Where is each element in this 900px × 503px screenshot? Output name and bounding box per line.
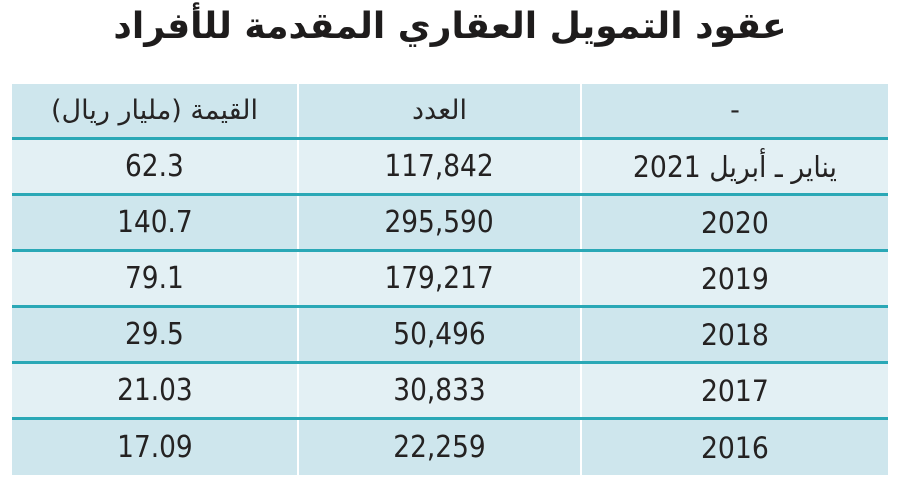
value-value: 17.09 xyxy=(116,430,193,465)
header-label-value: القيمة (مليار ريال) xyxy=(50,95,259,126)
cell-value: 140.7 xyxy=(12,196,297,249)
value-value: 79.1 xyxy=(125,261,184,296)
header-cell-value: القيمة (مليار ريال) xyxy=(12,84,297,137)
header-cell-period: - xyxy=(582,84,888,137)
cell-count: 117,842 xyxy=(297,140,582,193)
count-value: 30,833 xyxy=(393,373,486,408)
count-value: 117,842 xyxy=(384,149,495,184)
period-value: يناير ـ أبريل 2021 xyxy=(632,149,838,184)
cell-count: 22,259 xyxy=(297,420,582,475)
value-value: 140.7 xyxy=(116,205,193,240)
cell-value: 62.3 xyxy=(12,140,297,193)
cell-count: 30,833 xyxy=(297,364,582,417)
cell-period: 2019 xyxy=(582,252,888,305)
cell-count: 295,590 xyxy=(297,196,582,249)
value-value: 21.03 xyxy=(116,373,193,408)
period-value: 2020 xyxy=(701,205,769,240)
cell-period: 2018 xyxy=(582,308,888,361)
page-title: عقود التمويل العقاري المقدمة للأفراد xyxy=(113,6,787,47)
table-row-2018: 2018 50,496 29.5 xyxy=(12,308,888,364)
period-value: 2018 xyxy=(701,317,769,352)
count-value: 179,217 xyxy=(384,261,495,296)
cell-count: 179,217 xyxy=(297,252,582,305)
cell-value: 21.03 xyxy=(12,364,297,417)
header-label-count: العدد xyxy=(412,95,467,126)
table-row-2017: 2017 30,833 21.03 xyxy=(12,364,888,420)
period-value: 2019 xyxy=(701,261,769,296)
header-cell-count: العدد xyxy=(297,84,582,137)
cell-value: 79.1 xyxy=(12,252,297,305)
cell-period: 2020 xyxy=(582,196,888,249)
cell-period: 2017 xyxy=(582,364,888,417)
value-value: 62.3 xyxy=(125,149,184,184)
table-header-row: - العدد القيمة (مليار ريال) xyxy=(12,84,888,140)
count-value: 22,259 xyxy=(393,430,486,465)
table-row-2019: 2019 179,217 79.1 xyxy=(12,252,888,308)
table-row-2021: يناير ـ أبريل 2021 117,842 62.3 xyxy=(12,140,888,196)
period-value: 2016 xyxy=(701,430,769,465)
financing-table: - العدد القيمة (مليار ريال) يناير ـ أبري… xyxy=(12,84,888,475)
header-label-period: - xyxy=(730,95,740,126)
cell-period: 2016 xyxy=(582,420,888,475)
count-value: 295,590 xyxy=(384,205,495,240)
value-value: 29.5 xyxy=(125,317,184,352)
cell-value: 17.09 xyxy=(12,420,297,475)
cell-value: 29.5 xyxy=(12,308,297,361)
cell-period: يناير ـ أبريل 2021 xyxy=(582,140,888,193)
table-row-2016: 2016 22,259 17.09 xyxy=(12,420,888,475)
table-row-2020: 2020 295,590 140.7 xyxy=(12,196,888,252)
period-value: 2017 xyxy=(701,373,769,408)
count-value: 50,496 xyxy=(393,317,486,352)
cell-count: 50,496 xyxy=(297,308,582,361)
